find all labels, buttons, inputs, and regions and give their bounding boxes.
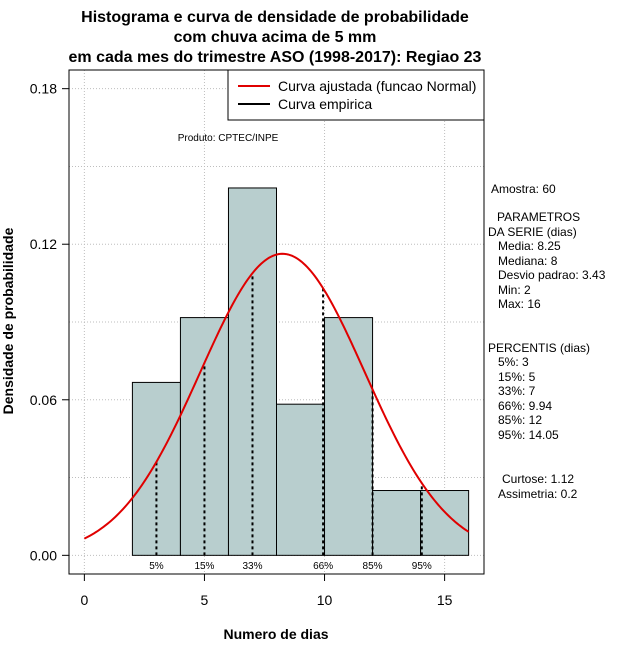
x-tick-label-3: 15	[437, 592, 453, 608]
param-median: Mediana: 8	[498, 254, 558, 268]
param-min: Min: 2	[498, 283, 531, 297]
histogram-bars	[131, 187, 470, 556]
legend-box	[227, 69, 485, 121]
x-tick-label-1: 5	[201, 592, 209, 608]
percentis-title: PERCENTIS (dias)	[488, 341, 590, 355]
percentile-label-5: 95%	[412, 561, 432, 572]
histogram-bar-1	[179, 317, 229, 556]
x-tick-label-2: 10	[317, 592, 333, 608]
axes: 0 5 10 15 0.00 0.06 0.12 0.18	[30, 81, 453, 608]
percentile-label-0: 5%	[149, 561, 164, 572]
sample-size: Amostra: 60	[491, 182, 556, 196]
title-line-1: Histograma e curva de densidade de proba…	[81, 9, 469, 26]
percentile-lines: 5% 15% 33% 66% 85% 95%	[149, 273, 432, 572]
stats-panel: Amostra: 60 PARAMETROS DA SERIE (dias) M…	[488, 182, 606, 501]
skewness: Assimetria: 0.2	[498, 487, 578, 501]
x-axis-label: Numero de dias	[223, 626, 328, 642]
params-title-1: PARAMETROS	[497, 210, 580, 224]
param-max: Max: 16	[498, 297, 541, 311]
y-tick-label-1: 0.06	[30, 392, 57, 408]
normal-curve-line	[83, 252, 470, 540]
param-mean: Media: 8.25	[498, 239, 561, 253]
x-tick-label-0: 0	[80, 592, 88, 608]
percentil-66: 66%: 9.94	[498, 399, 552, 413]
param-sd: Desvio padrao: 3.43	[498, 268, 606, 282]
legend: Curva ajustada (funcao Normal) Curva emp…	[227, 69, 485, 121]
percentile-label-3: 66%	[313, 561, 333, 572]
product-annotation: Produto: CPTEC/INPE	[178, 133, 279, 144]
percentile-label-1: 15%	[194, 561, 214, 572]
percentil-33: 33%: 7	[498, 384, 536, 398]
params-title-2: DA SERIE (dias)	[488, 225, 577, 239]
legend-label-fit: Curva ajustada (funcao Normal)	[278, 78, 476, 94]
y-tick-label-0: 0.00	[30, 547, 57, 563]
histogram-bar-5	[372, 490, 422, 556]
percentile-label-2: 33%	[242, 561, 262, 572]
histogram-bar-4	[324, 317, 374, 556]
kurtosis: Curtose: 1.12	[502, 472, 574, 486]
percentil-85: 85%: 12	[498, 413, 542, 427]
y-tick-label-2: 0.12	[30, 236, 57, 252]
histogram-bar-6	[420, 490, 470, 556]
legend-label-empirical: Curva empirica	[278, 96, 372, 112]
y-axis-label: Densidade de probabilidade	[0, 227, 16, 414]
chart-title: Histograma e curva de densidade de proba…	[69, 9, 482, 66]
normal-curve	[83, 252, 470, 540]
percentile-label-4: 85%	[363, 561, 383, 572]
percentil-5: 5%: 3	[498, 355, 529, 369]
percentil-15: 15%: 5	[498, 370, 536, 384]
title-line-3: em cada mes do trimestre ASO (1998-2017)…	[69, 49, 482, 66]
percentil-95: 95%: 14.05	[498, 428, 559, 442]
title-line-2: com chuva acima de 5 mm	[174, 29, 377, 46]
y-tick-label-3: 0.18	[30, 81, 57, 97]
histogram-bar-3	[276, 403, 326, 556]
